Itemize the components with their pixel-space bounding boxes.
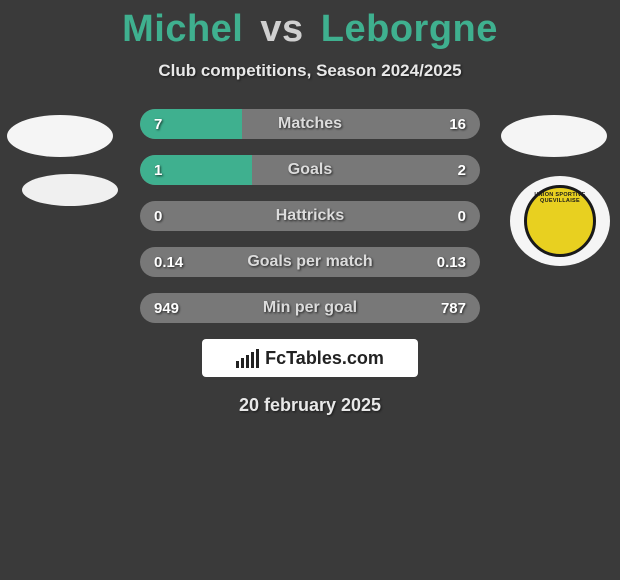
footer-brand: FcTables.com — [202, 339, 418, 377]
stat-row-matches: 7 Matches 16 — [140, 109, 480, 139]
club-logo-right-2: UNION SPORTIVE QUEVILLAISE — [510, 176, 610, 266]
stat-label: Goals per match — [140, 253, 480, 271]
stat-row-goals-per-match: 0.14 Goals per match 0.13 — [140, 247, 480, 277]
vs-text: vs — [260, 8, 303, 50]
stat-value-right: 787 — [441, 300, 466, 317]
club-logo-left-1 — [7, 115, 113, 157]
player1-name: Michel — [122, 8, 243, 50]
stat-value-right: 0.13 — [437, 254, 466, 271]
subtitle: Club competitions, Season 2024/2025 — [0, 61, 620, 81]
stat-row-min-per-goal: 949 Min per goal 787 — [140, 293, 480, 323]
stat-row-hattricks: 0 Hattricks 0 — [140, 201, 480, 231]
club-badge-text: UNION SPORTIVE QUEVILLAISE — [527, 192, 593, 204]
player2-name: Leborgne — [321, 8, 498, 50]
club-badge-icon: UNION SPORTIVE QUEVILLAISE — [524, 185, 596, 257]
stat-value-right: 16 — [449, 116, 466, 133]
club-logo-left-2 — [22, 174, 118, 206]
stat-value-right: 0 — [458, 208, 466, 225]
stat-row-goals: 1 Goals 2 — [140, 155, 480, 185]
date-text: 20 february 2025 — [0, 395, 620, 416]
stat-value-right: 2 — [458, 162, 466, 179]
club-logo-right-1 — [501, 115, 607, 157]
chart-bars-icon — [236, 349, 259, 368]
stat-label: Goals — [140, 161, 480, 179]
footer-brand-text: FcTables.com — [265, 348, 384, 369]
comparison-title: Michel vs Leborgne — [0, 0, 620, 51]
stat-label: Min per goal — [140, 299, 480, 317]
stat-label: Hattricks — [140, 207, 480, 225]
stat-label: Matches — [140, 115, 480, 133]
